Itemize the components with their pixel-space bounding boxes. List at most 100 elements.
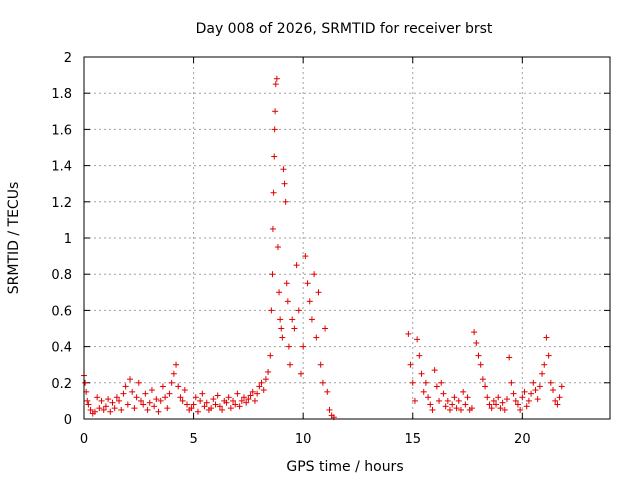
data-point (449, 401, 456, 408)
data-point (295, 307, 302, 314)
data-point (278, 325, 285, 332)
y-tick-label: 2 (64, 51, 72, 66)
x-tick-label: 0 (80, 432, 88, 447)
data-point (482, 383, 489, 390)
data-point (552, 397, 559, 404)
data-point (311, 271, 318, 278)
data-point (214, 392, 221, 399)
data-point (91, 408, 98, 415)
data-point (254, 390, 261, 397)
data-point (227, 405, 234, 412)
data-point (159, 383, 166, 390)
data-point (558, 383, 565, 390)
data-point (105, 396, 112, 403)
data-point (109, 399, 116, 406)
y-tick-label: 1.6 (51, 123, 72, 138)
y-tick-label: 0.4 (51, 341, 72, 356)
data-point (118, 406, 125, 413)
data-point (512, 397, 519, 404)
data-point (131, 405, 138, 412)
data-point (272, 81, 279, 88)
data-point (113, 394, 120, 401)
data-point (208, 405, 215, 412)
data-point (87, 406, 94, 413)
plot-area-frame (83, 56, 611, 420)
data-point (547, 379, 554, 386)
data-point (475, 352, 482, 359)
data-point (280, 166, 287, 173)
y-tick-label: 0.8 (51, 268, 72, 283)
y-tick-label: 1.8 (51, 87, 72, 102)
data-point (274, 244, 281, 251)
data-point (216, 403, 223, 410)
tick-labels: 0 5 10 15 20 0 0.2 0.4 0.6 0.8 1 1.2 1.4 1.6 1.8 2 (51, 51, 530, 447)
data-point (414, 336, 421, 343)
data-point (270, 189, 277, 196)
data-point (488, 405, 495, 412)
data-point (175, 383, 182, 390)
data-point (148, 387, 155, 394)
data-point (272, 108, 279, 115)
data-point (271, 153, 278, 160)
data-point (304, 280, 311, 287)
data-point (129, 388, 136, 395)
data-point (530, 379, 537, 386)
data-point (425, 394, 432, 401)
data-point (245, 396, 252, 403)
data-point (471, 329, 478, 336)
y-axis-label: SRMTID / TECUs (6, 182, 22, 295)
data-point (197, 397, 204, 404)
data-point (528, 390, 535, 397)
data-point (120, 390, 127, 397)
data-point (219, 406, 226, 413)
data-point (133, 394, 140, 401)
data-point (146, 399, 153, 406)
data-point (501, 406, 508, 413)
data-point (550, 387, 557, 394)
data-point (282, 198, 289, 205)
data-point (102, 403, 109, 410)
data-point (416, 352, 423, 359)
data-point (418, 370, 425, 377)
data-point (137, 397, 144, 404)
data-point (258, 379, 265, 386)
data-point (427, 401, 434, 408)
data-point (285, 343, 292, 350)
data-point (273, 75, 280, 82)
data-point (289, 316, 296, 323)
data-point (85, 401, 92, 408)
data-point (271, 126, 278, 133)
data-point (484, 394, 491, 401)
x-axis-label: GPS time / hours (286, 459, 403, 475)
data-point (499, 399, 506, 406)
data-point (490, 397, 497, 404)
data-point (534, 396, 541, 403)
data-point (451, 394, 458, 401)
data-point (409, 379, 416, 386)
data-point (223, 399, 230, 406)
data-point (291, 325, 298, 332)
data-point (144, 406, 151, 413)
data-point (508, 379, 515, 386)
x-tick-label: 15 (404, 432, 421, 447)
data-point (493, 401, 500, 408)
data-point (523, 403, 530, 410)
data-point (262, 376, 269, 383)
data-point (460, 388, 467, 395)
data-point (179, 397, 186, 404)
data-point (433, 383, 440, 390)
data-point (210, 396, 217, 403)
x-tick-label: 20 (514, 432, 531, 447)
data-point (170, 370, 177, 377)
data-point (464, 394, 471, 401)
data-point (201, 403, 208, 410)
data-point (447, 406, 454, 413)
y-tick-label: 0 (64, 413, 72, 428)
data-point (326, 406, 333, 413)
data-point (517, 406, 524, 413)
data-point (230, 397, 237, 404)
data-point (510, 390, 517, 397)
data-point (203, 399, 210, 406)
data-point (431, 367, 438, 374)
